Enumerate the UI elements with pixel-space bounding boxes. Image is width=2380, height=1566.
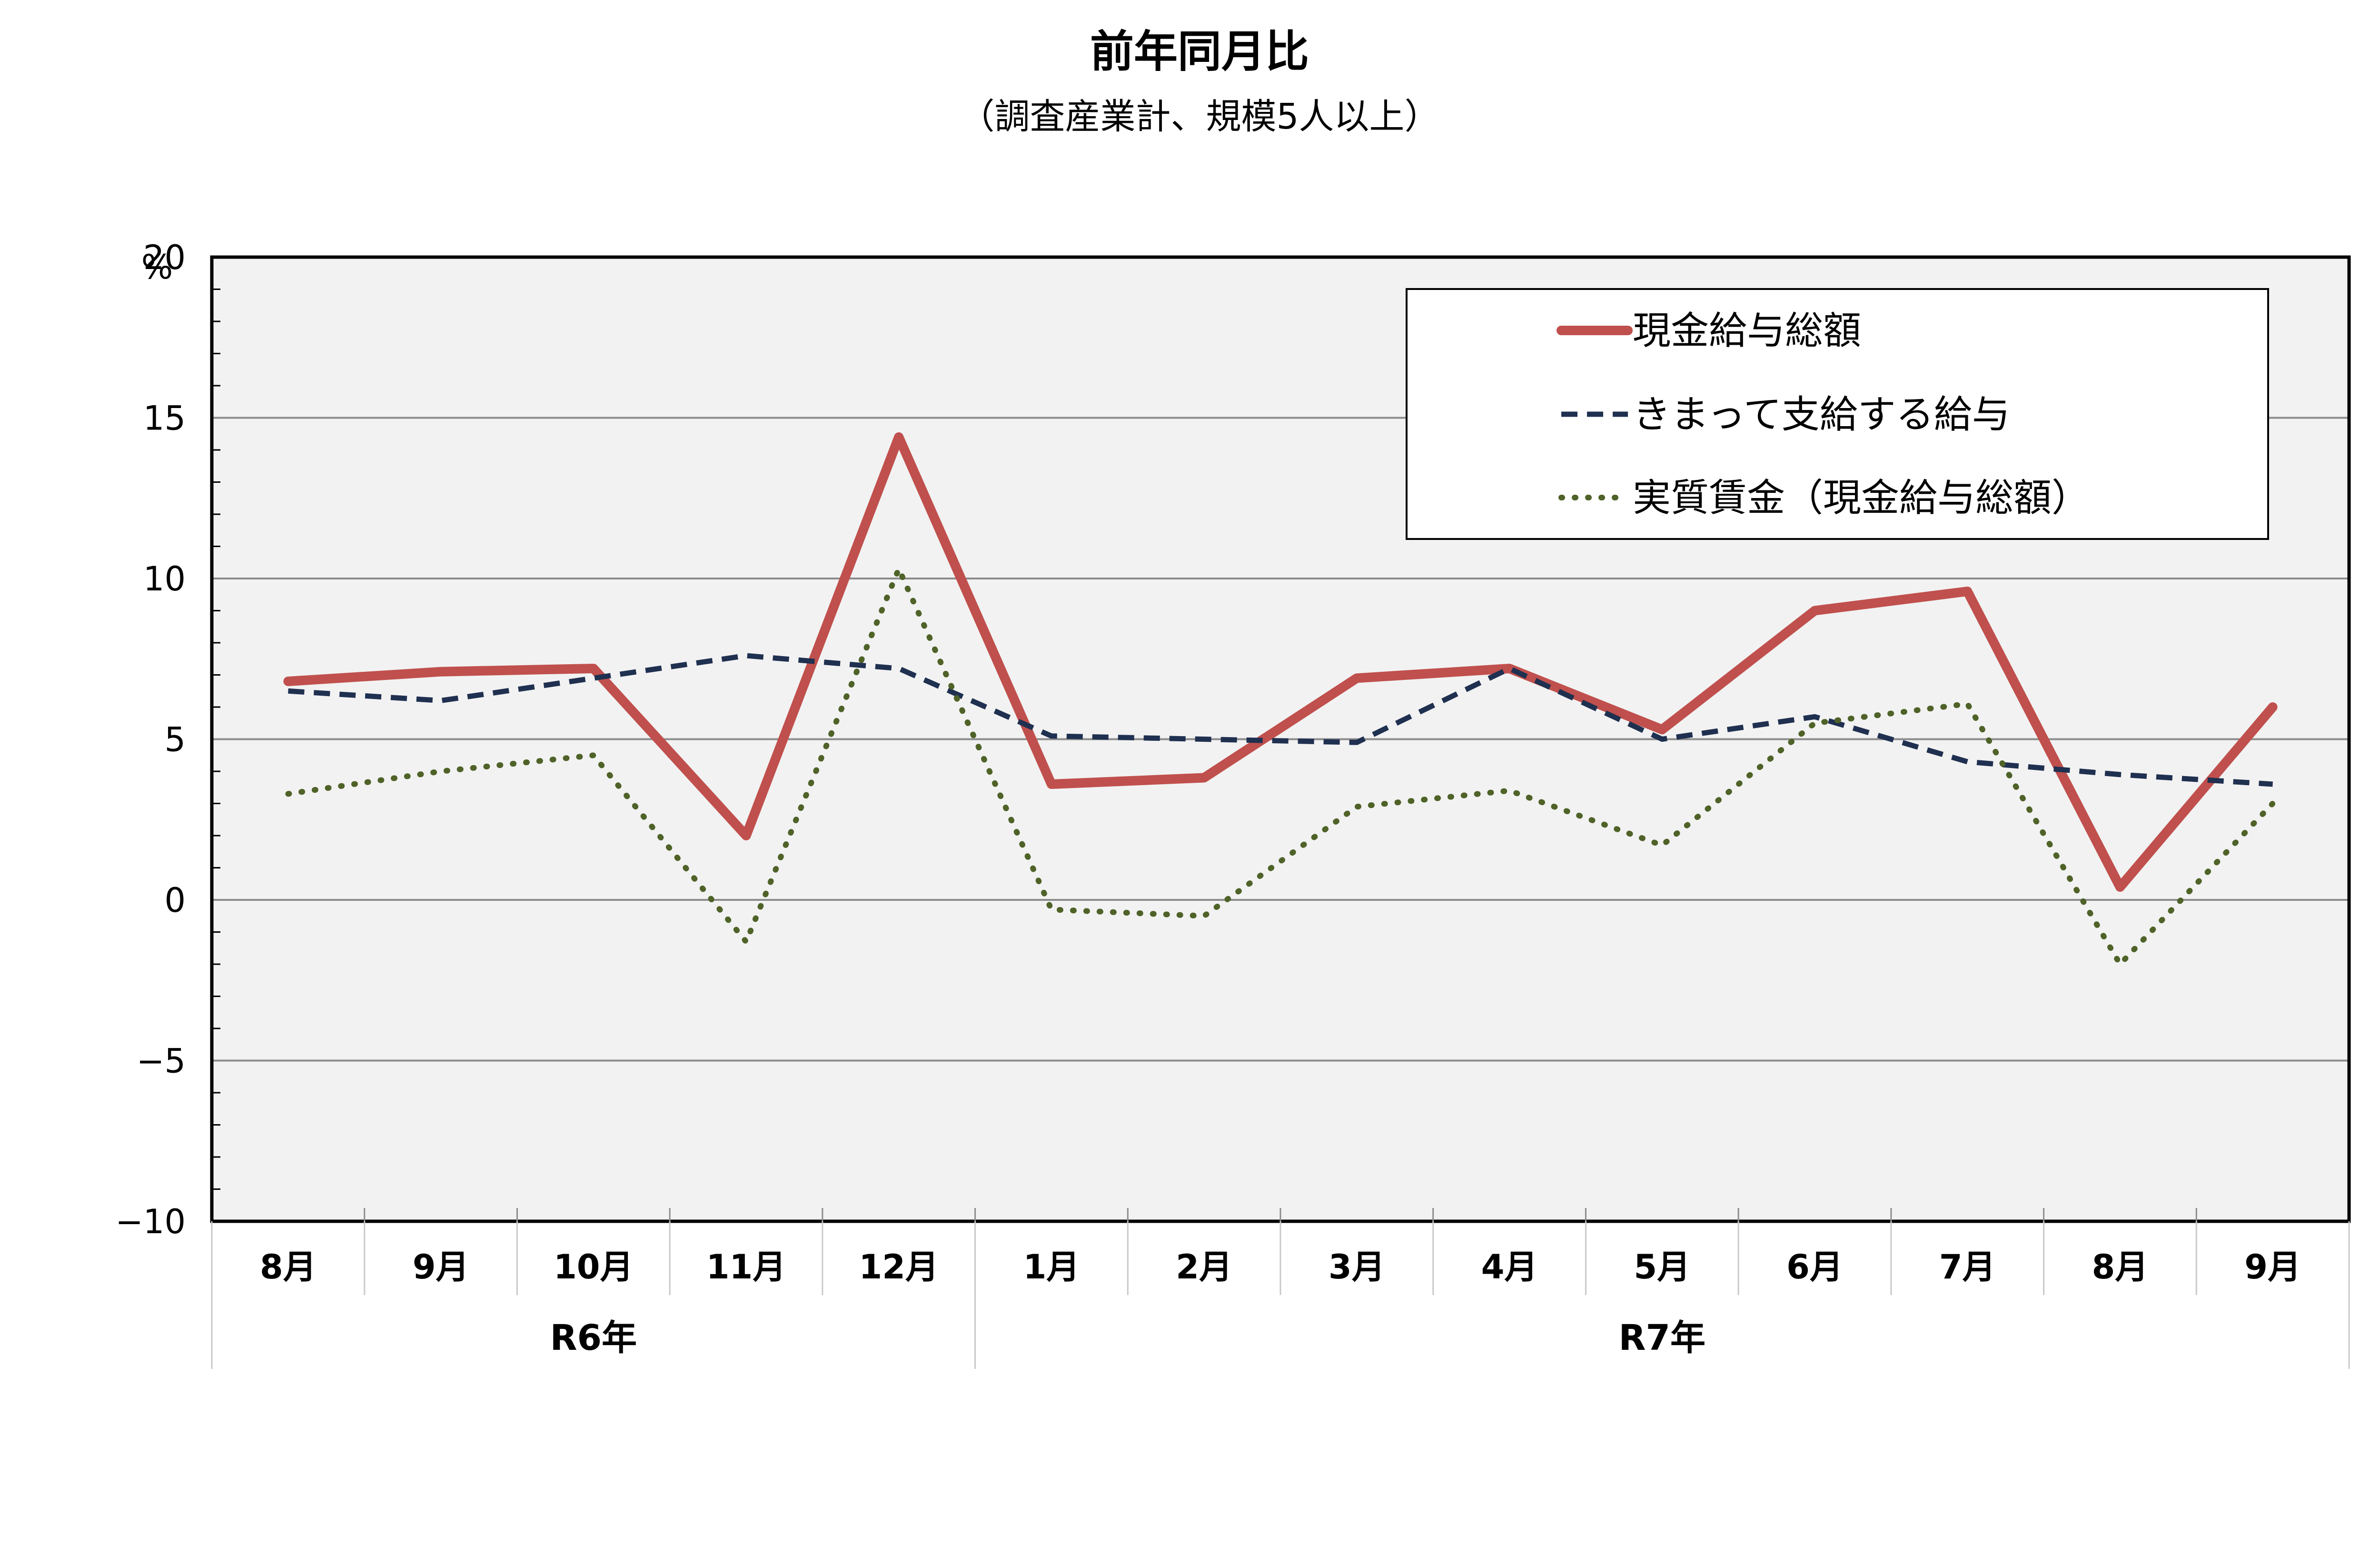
chart-title: 前年同月比 bbox=[1090, 26, 1309, 77]
y-tick-label: 0 bbox=[164, 881, 186, 920]
x-tick-label: 9月 bbox=[413, 1247, 469, 1287]
series-line bbox=[288, 653, 2273, 787]
x-tick-label: 1月 bbox=[1023, 1247, 1080, 1287]
y-tick-label: 20 bbox=[143, 238, 186, 277]
x-tick-label: 2月 bbox=[1176, 1247, 1232, 1287]
x-axis: 8月 9月 10月 11月 12月 1月 2月 3月 4月 5月 6月 7月 8月 9月 R6年 R7年 bbox=[211, 1208, 2350, 1369]
chart-subtitle: （調査産業計、規模5人以上） bbox=[959, 96, 1439, 137]
x-tick-label: 11月 bbox=[706, 1247, 786, 1287]
y-tick-label: −10 bbox=[115, 1202, 186, 1241]
x-tick-label: 8月 bbox=[2092, 1247, 2149, 1287]
x-tick-label: 3月 bbox=[1329, 1247, 1385, 1287]
legend-label-scheduled-earnings: きまって支給する給与 bbox=[1633, 392, 2010, 437]
x-group-label: R7年 bbox=[1619, 1317, 1706, 1358]
y-axis: −10 −5 0 5 10 15 20 bbox=[115, 238, 220, 1241]
x-tick-label: 10月 bbox=[554, 1247, 633, 1287]
x-tick-label: 7月 bbox=[1939, 1247, 1996, 1287]
x-tick-label: 12月 bbox=[859, 1247, 939, 1287]
legend-box bbox=[1406, 288, 2269, 540]
x-group-label: R6年 bbox=[550, 1317, 637, 1358]
legend-label-cash-earnings: 現金給与総額 bbox=[1633, 309, 1861, 353]
x-tick-label: 5月 bbox=[1634, 1247, 1690, 1287]
series-line bbox=[285, 566, 2276, 967]
x-tick-label: 8月 bbox=[260, 1247, 317, 1287]
x-tick-label: 4月 bbox=[1481, 1247, 1538, 1287]
x-tick-label: 6月 bbox=[1786, 1247, 1843, 1287]
series-line bbox=[283, 432, 2278, 892]
y-axis-unit-label: % bbox=[141, 248, 173, 287]
legend-label-real-wages: 実質賃金（現金給与総額） bbox=[1633, 476, 2090, 520]
series-lines bbox=[283, 432, 2278, 967]
x-tick-label: 9月 bbox=[2244, 1247, 2301, 1287]
y-tick-label: 10 bbox=[143, 559, 186, 598]
y-tick-label: 15 bbox=[143, 399, 186, 438]
legend: 現金給与総額 きまって支給する給与 実質賃金（現金給与総額） bbox=[1406, 288, 2269, 540]
y-tick-label: 5 bbox=[164, 720, 186, 759]
y-tick-label: −5 bbox=[137, 1042, 186, 1081]
